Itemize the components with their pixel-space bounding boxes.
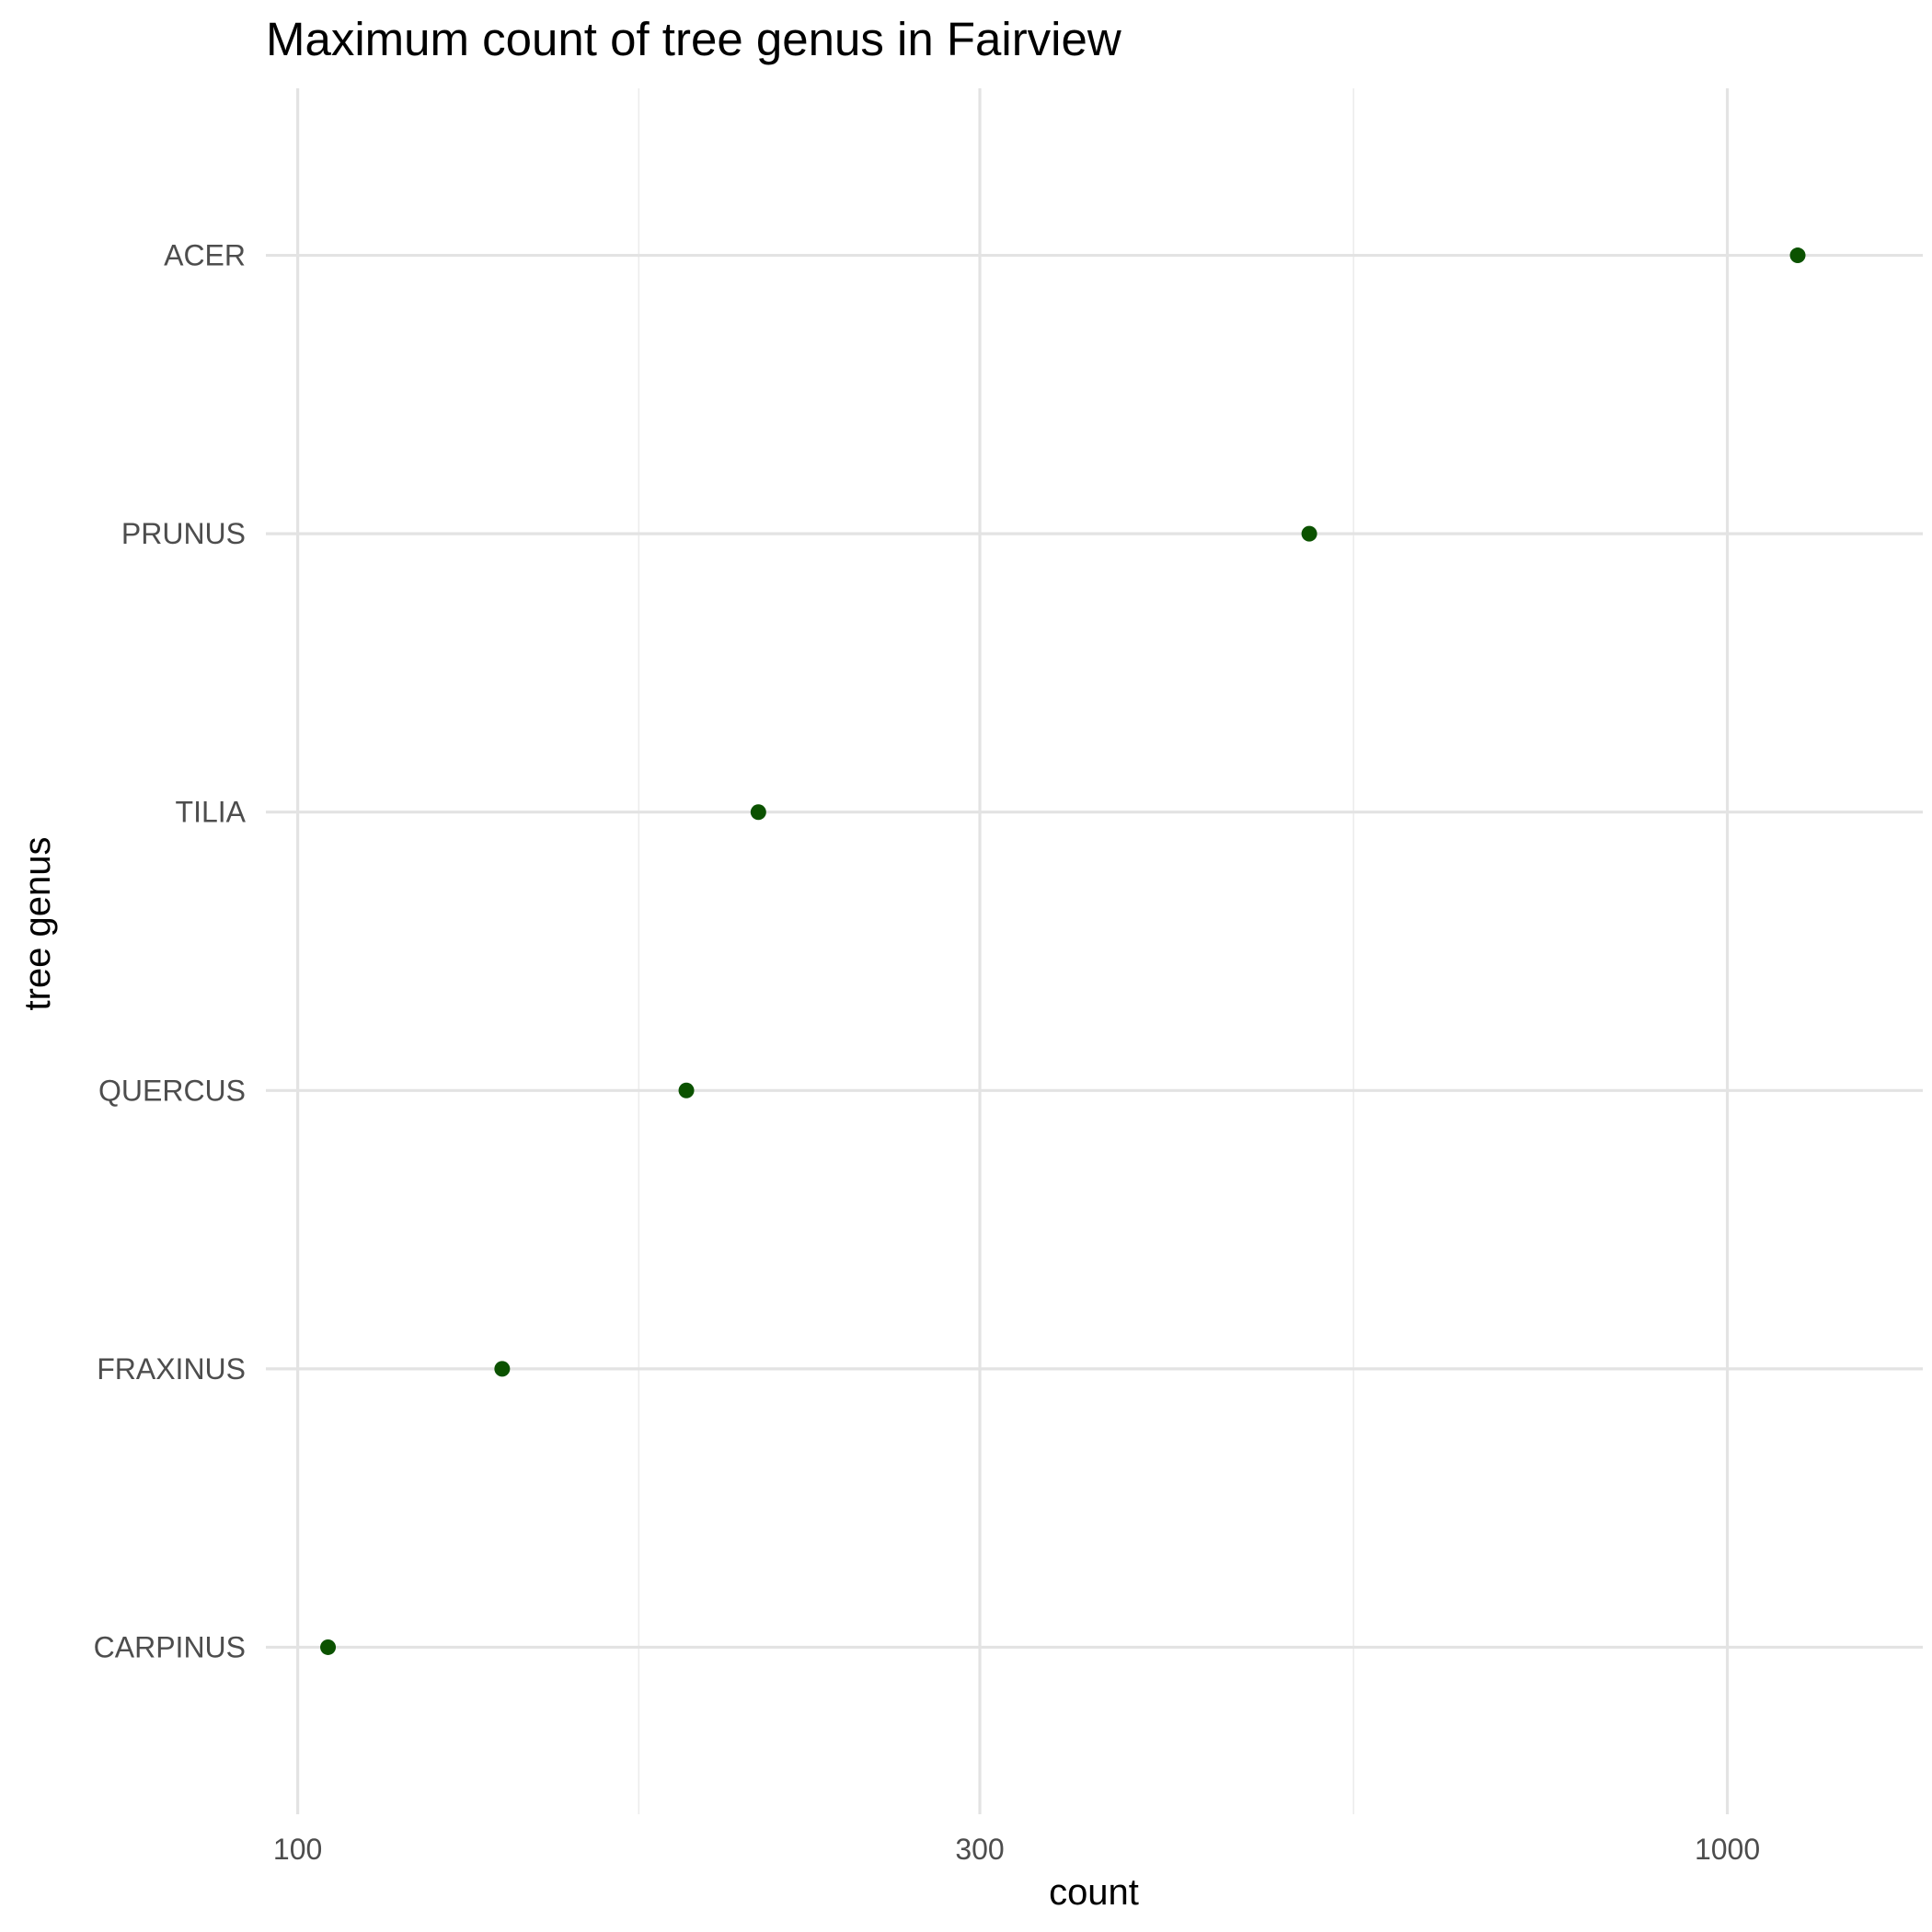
point-acer (1789, 247, 1806, 264)
point-carpinus (320, 1639, 337, 1655)
chart-title: Maximum count of tree genus in Fairview (266, 13, 1121, 65)
point-fraxinus (494, 1361, 511, 1377)
y-tick-label-quercus: QUERCUS (98, 1074, 246, 1107)
point-tilia (750, 804, 766, 821)
y-tick-label-fraxinus: FRAXINUS (97, 1352, 246, 1386)
y-axis-title: tree genus (17, 836, 58, 1010)
x-tick-label-1: 300 (955, 1833, 1004, 1866)
x-tick-label-2: 1000 (1695, 1833, 1760, 1866)
x-axis-title: count (1049, 1872, 1139, 1913)
data-points (320, 247, 1806, 1655)
grid (266, 88, 1923, 1814)
x-tick-label-0: 100 (273, 1833, 322, 1866)
y-tick-label-acer: ACER (164, 239, 246, 272)
point-quercus (678, 1082, 695, 1098)
y-tick-label-carpinus: CARPINUS (94, 1630, 246, 1663)
y-tick-label-prunus: PRUNUS (121, 517, 246, 550)
y-tick-labels: ACER PRUNUS TILIA QUERCUS FRAXINUS CARPINUS (94, 239, 247, 1664)
point-prunus (1301, 525, 1317, 542)
y-tick-label-tilia: TILIA (176, 796, 247, 829)
x-tick-labels: 100 300 1000 (273, 1833, 1760, 1866)
